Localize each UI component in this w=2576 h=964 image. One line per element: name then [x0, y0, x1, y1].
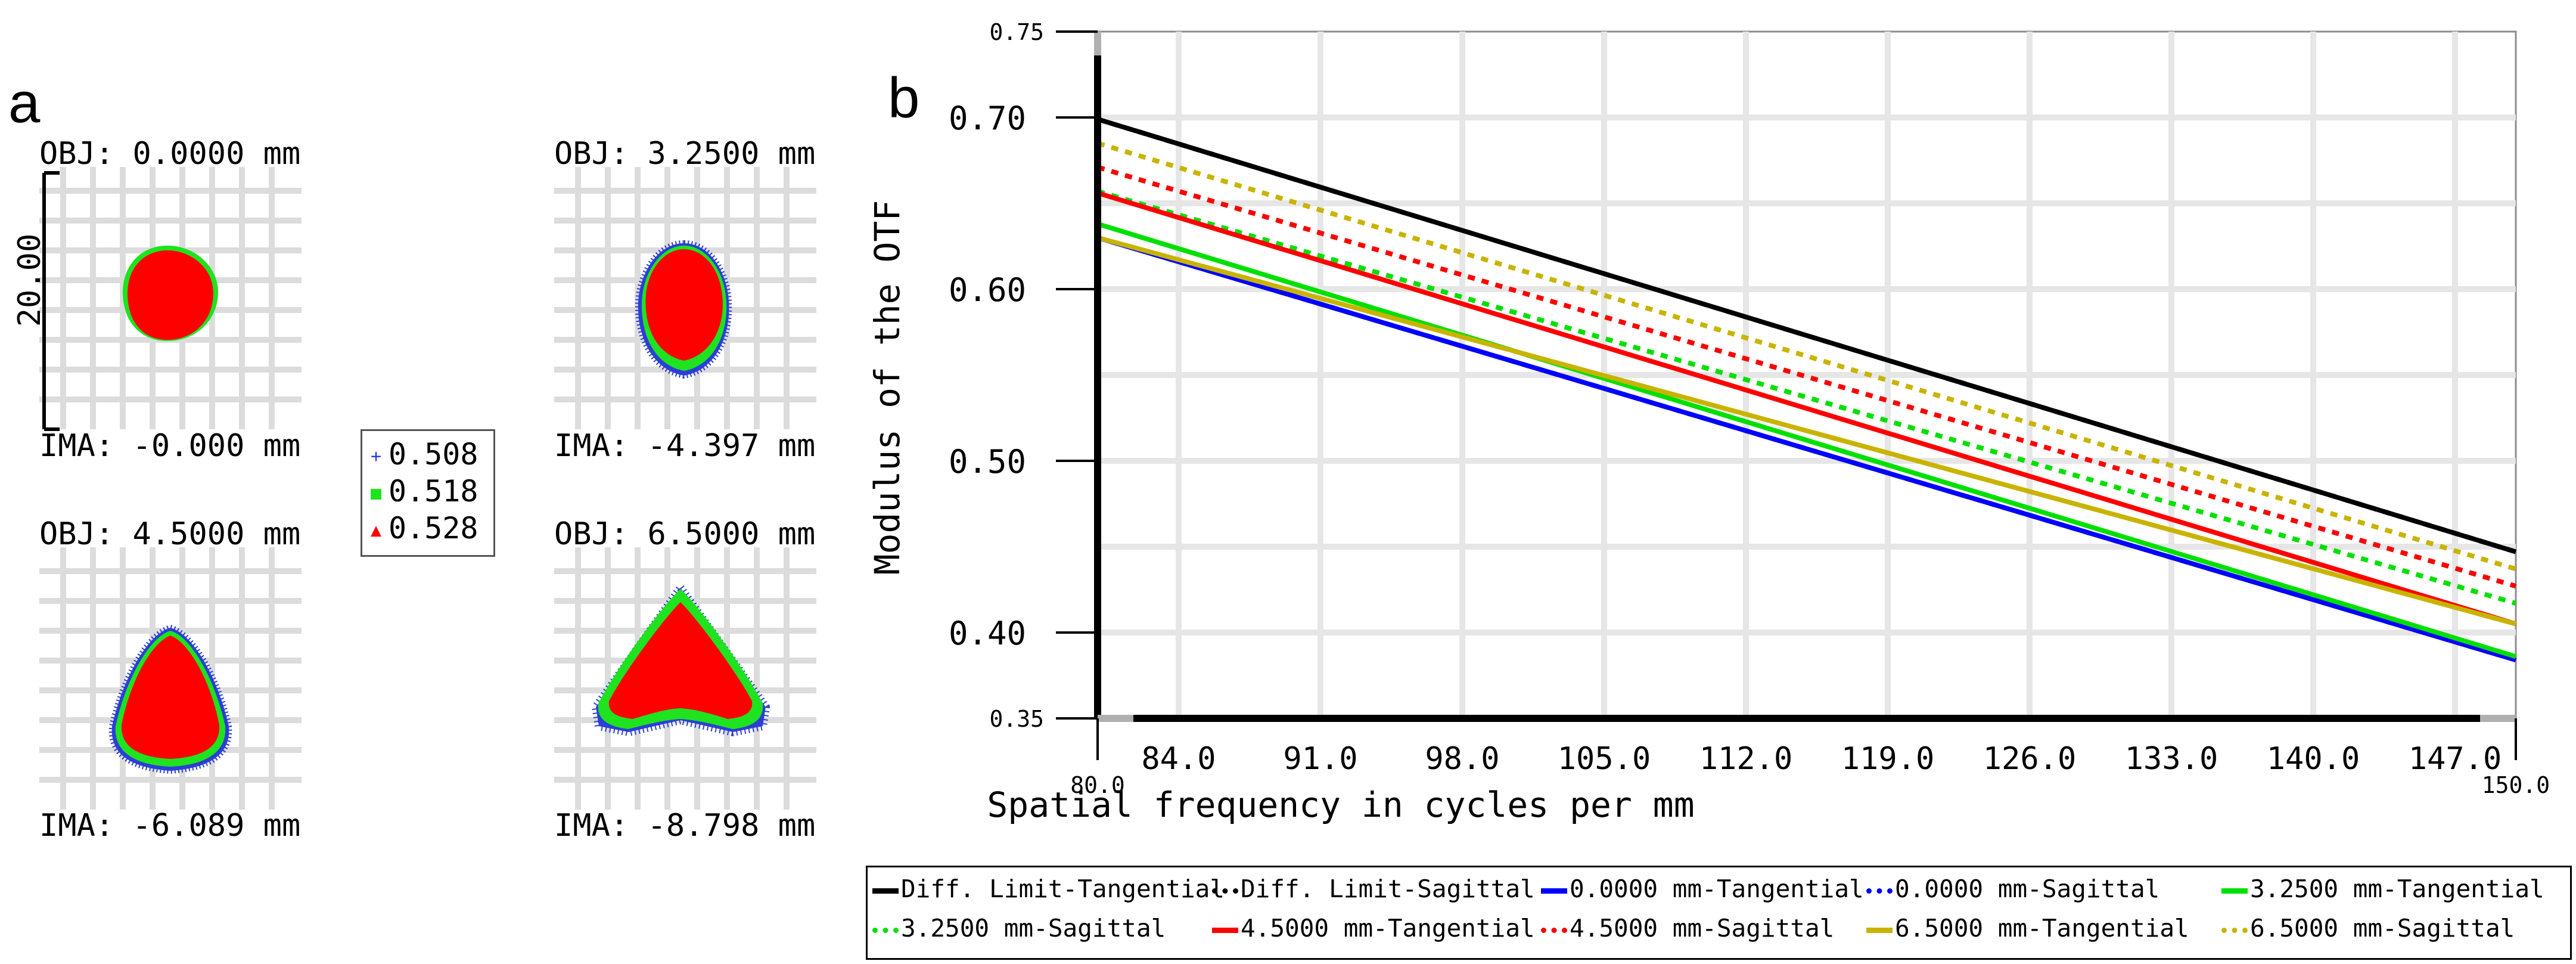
y-tick-label: 0.50 [949, 443, 1026, 481]
spot-obj-label-3: OBJ: 4.5000 mm [39, 516, 301, 552]
legend-label: 4.5000 mm-Tangential [1241, 914, 1535, 943]
series-line-9 [1096, 235, 2517, 627]
triangle-marker-icon: ▲ [371, 520, 382, 541]
x-tick-label: 133.0 [2125, 741, 2218, 777]
series-line-6 [1096, 188, 2517, 606]
x-end-label: 150.0 [2482, 772, 2550, 798]
legend-swatch-icon [1866, 927, 1893, 933]
spot-diagram-4 [554, 547, 816, 810]
plus-marker-icon: + [371, 446, 382, 467]
spot-obj-label-4: OBJ: 6.5000 mm [554, 516, 816, 552]
x-tick-label: 98.0 [1425, 741, 1499, 777]
legend-swatch-icon [1541, 927, 1567, 933]
mtf-legend: Diff. Limit-Tangential Diff. Limit-Sagitt… [866, 866, 2572, 960]
legend-label: 6.5000 mm-Sagittal [2250, 914, 2515, 943]
wavelength-label-3: 0.528 [389, 511, 478, 545]
legend-label: 0.0000 mm-Tangential [1570, 875, 1864, 903]
square-marker-icon: ■ [371, 483, 382, 504]
spot-obj-label-1: OBJ: 0.0000 mm [39, 136, 301, 172]
legend-swatch-icon [1541, 888, 1567, 894]
panel-letter-b: b [888, 66, 920, 130]
legend-item-7: 4.5000 mm-Tangential [1212, 914, 1535, 943]
legend-item-3: 0.0000 mm-Tangential [1541, 875, 1864, 903]
legend-swatch-icon [1212, 927, 1238, 933]
wavelength-legend: +0.508 ■ 0.518 ▲ 0.528 [361, 429, 495, 557]
legend-item-9: 6.5000 mm-Tangential [1866, 914, 2189, 943]
x-tick-label: 105.0 [1558, 741, 1651, 777]
legend-label: 6.5000 mm-Tangential [1895, 914, 2189, 943]
y-tick-label: 0.60 [949, 271, 1026, 309]
legend-swatch-icon [872, 888, 899, 894]
legend-item-4: 0.0000 mm-Sagittal [1866, 875, 2159, 903]
x-tick-label: 147.0 [2409, 741, 2502, 777]
y-tick-label: 0.70 [949, 100, 1026, 137]
x-end-label: 80.0 [1070, 772, 1125, 798]
legend-item-5: 3.2500 mm-Tangential [2221, 875, 2544, 903]
chart-ylabel: Modulus of the OTF [867, 200, 908, 575]
spot-obj-label-2: OBJ: 3.2500 mm [554, 136, 816, 172]
spot-diagram-2 [554, 167, 816, 429]
wavelength-legend-item-1: +0.508 [371, 437, 478, 472]
wavelength-label-2: 0.518 [389, 474, 478, 509]
series-line-8 [1096, 165, 2517, 589]
legend-item-2: Diff. Limit-Sagittal [1212, 875, 1535, 903]
series-line-2 [1096, 117, 2517, 554]
x-tick-label: 84.0 [1141, 741, 1216, 777]
spot-ima-label-2: IMA: -4.397 mm [554, 428, 816, 464]
spot-diagram-3 [39, 547, 302, 810]
y-tick-label: 0.75 [989, 19, 1044, 45]
spot-diagram-1 [39, 167, 302, 429]
x-tick-label: 126.0 [1983, 741, 2077, 777]
legend-swatch-icon [872, 927, 899, 933]
x-tick-label: 91.0 [1283, 741, 1357, 777]
series-line-7 [1096, 190, 2517, 627]
series-line-5 [1096, 221, 2517, 659]
y-tick-label: 0.40 [949, 615, 1026, 652]
x-tick-label: 140.0 [2267, 741, 2360, 777]
spot-ima-label-3: IMA: -6.089 mm [39, 808, 301, 844]
legend-label: 4.5000 mm-Sagittal [1570, 914, 1835, 943]
series-line-4 [1096, 235, 2517, 662]
legend-label: 3.2500 mm-Sagittal [901, 914, 1166, 943]
legend-item-8: 4.5000 mm-Sagittal [1541, 914, 1834, 943]
legend-swatch-icon [1866, 888, 1893, 894]
legend-label: 0.0000 mm-Sagittal [1895, 875, 2160, 903]
panel-letter-a: a [8, 71, 41, 135]
legend-swatch-icon [1212, 888, 1238, 894]
legend-label: Diff. Limit-Tangential [901, 875, 1225, 903]
wavelength-label-1: 0.508 [389, 437, 478, 472]
legend-item-10: 6.5000 mm-Sagittal [2221, 914, 2515, 943]
legend-swatch-icon [2221, 927, 2248, 933]
spot-scale-bar [42, 171, 60, 431]
y-tick-label: 0.35 [989, 706, 1044, 732]
series-line-10 [1096, 141, 2517, 572]
legend-item-1: Diff. Limit-Tangential [872, 875, 1225, 903]
x-tick-label: 112.0 [1699, 741, 1793, 777]
legend-item-6: 3.2500 mm-Sagittal [872, 914, 1166, 943]
wavelength-legend-item-3: ▲ 0.528 [371, 511, 478, 545]
legend-label: Diff. Limit-Sagittal [1241, 875, 1535, 903]
spot-ima-label-4: IMA: -8.798 mm [554, 808, 816, 844]
spot-ima-label-1: IMA: -0.000 mm [39, 428, 301, 464]
chart-xlabel: Spatial frequency in cycles per mm [987, 785, 1695, 825]
x-tick-label: 119.0 [1841, 741, 1935, 777]
legend-swatch-icon [2221, 888, 2248, 894]
legend-label: 3.2500 mm-Tangential [2250, 875, 2544, 903]
wavelength-legend-item-2: ■ 0.518 [371, 474, 478, 509]
